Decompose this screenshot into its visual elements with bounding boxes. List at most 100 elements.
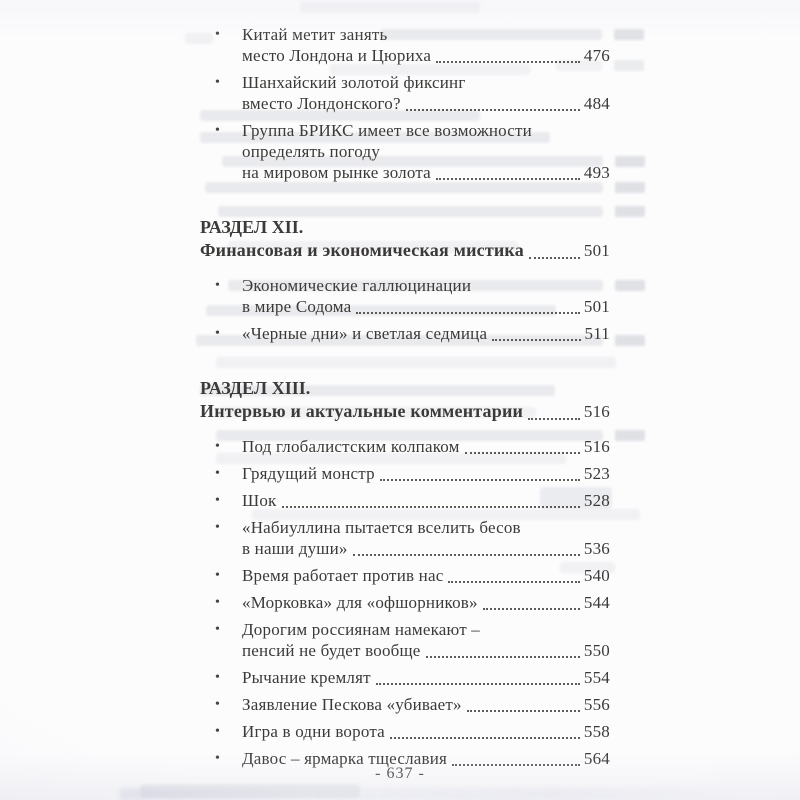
section-title: Интервью и актуальные комментарии: [200, 401, 524, 421]
page-number: 516: [583, 437, 610, 456]
entry-title: место Лондона и Цюриха: [242, 46, 432, 65]
entry-title-line: Китай метит занять: [242, 25, 388, 44]
dot-leader: [281, 506, 580, 508]
bullet-icon: •: [215, 278, 220, 293]
bullet-icon: •: [215, 466, 220, 481]
toc-entry: • Давос – ярмарка тщеславия 564: [200, 748, 610, 769]
entry-title: Игра в одни ворота: [242, 722, 385, 741]
bullet-icon: •: [215, 595, 220, 610]
dot-leader: [352, 554, 580, 556]
entry-lines: «Набиуллина пытается вселить бесов в наши…: [242, 517, 610, 559]
page-number: 528: [583, 491, 610, 510]
dot-leader: [448, 581, 580, 583]
bullet-icon: •: [215, 493, 220, 508]
page-number: 550: [583, 641, 610, 660]
section-title-row: Интервью и актуальные комментарии 516: [200, 400, 610, 423]
bullet-icon: •: [215, 326, 220, 341]
entry-title-line: «Набиуллина пытается вселить бесов: [242, 518, 521, 537]
toc-entry: • Время работает против нас 540: [200, 565, 610, 586]
entry-title: «Морковка» для «офшорников»: [242, 593, 478, 612]
entry-last-line: Время работает против нас 540: [242, 565, 610, 586]
page-number: 556: [583, 695, 610, 714]
bullet-icon: •: [215, 520, 220, 535]
entry-last-line: пенсий не будет вообще 550: [242, 640, 610, 661]
dot-leader: [528, 418, 580, 420]
entry-last-line: Под глобалистским колпаком 516: [242, 436, 610, 457]
toc-entry: • «Набиуллина пытается вселить бесов в наш…: [200, 517, 610, 559]
toc-entry: • Игра в одни ворота 558: [200, 721, 610, 742]
entry-last-line: Игра в одни ворота 558: [242, 721, 610, 742]
page-number: 523: [583, 464, 610, 483]
entry-title: Заявление Пескова «убивает»: [242, 695, 462, 714]
dot-leader: [464, 452, 580, 454]
page-number: 544: [583, 593, 610, 612]
entry-last-line: место Лондона и Цюриха 476: [242, 45, 610, 66]
entry-last-line: «Морковка» для «офшорников» 544: [242, 592, 610, 613]
toc-entry: • Китай метит занять место Лондона и Цюрих…: [200, 24, 610, 66]
entry-title-line: Шанхайский золотой фиксинг: [242, 73, 466, 92]
bullet-icon: •: [215, 568, 220, 583]
page-edge-smudge: [140, 784, 360, 798]
toc-entry: • Шок 528: [200, 490, 610, 511]
toc-entry: • Заявление Пескова «убивает» 556: [200, 694, 610, 715]
page-number: 554: [583, 668, 610, 687]
section-kicker: РАЗДЕЛ XII.: [200, 217, 304, 237]
page-number: 540: [583, 566, 610, 585]
entry-lines: Грядущий монстр 523: [242, 463, 610, 484]
entry-title: «Черные дни» и светлая седмица: [242, 324, 488, 343]
entry-title: на мировом рынке золота: [242, 163, 431, 182]
toc-entry: • Экономические галлюцинации в мире Содома…: [200, 275, 610, 317]
toc-entry: • «Черные дни» и светлая седмица 511: [200, 323, 610, 344]
page-number: 511: [584, 324, 610, 343]
entry-title: Рычание кремлят: [242, 668, 371, 687]
entry-title: Грядущий монстр: [242, 464, 375, 483]
entry-title: в наши души»: [242, 539, 348, 558]
toc-entry: • Дорогим россиянам намекают – пенсий не б…: [200, 619, 610, 661]
entry-title: Время работает против нас: [242, 566, 444, 585]
dot-leader: [405, 109, 580, 111]
entry-last-line: на мировом рынке золота 493: [242, 162, 610, 183]
toc-entry: • Шанхайский золотой фиксинг вместо Лондон…: [200, 72, 610, 114]
entry-lines: Шанхайский золотой фиксинг вместо Лондонс…: [242, 72, 610, 114]
bullet-icon: •: [215, 123, 220, 138]
entry-title-line: Группа БРИКС имеет все возможности: [242, 121, 532, 140]
entry-lines: Давос – ярмарка тщеславия 564: [242, 748, 610, 769]
entry-lines: Заявление Пескова «убивает» 556: [242, 694, 610, 715]
bullet-icon: •: [215, 697, 220, 712]
entry-lines: Под глобалистским колпаком 516: [242, 436, 610, 457]
toc-entry: • Грядущий монстр 523: [200, 463, 610, 484]
bullet-icon: •: [215, 670, 220, 685]
section-entries: • Под глобалистским колпаком 516 • Грядущий …: [200, 436, 610, 769]
entry-last-line: Грядущий монстр 523: [242, 463, 610, 484]
dot-leader: [528, 257, 580, 259]
bullet-icon: •: [215, 27, 220, 42]
entry-title: пенсий не будет вообще: [242, 641, 421, 660]
entry-lines: Время работает против нас 540: [242, 565, 610, 586]
bullet-icon: •: [215, 622, 220, 637]
bullet-icon: •: [215, 724, 220, 739]
entry-last-line: Рычание кремлят 554: [242, 667, 610, 688]
page-number: 501: [583, 241, 610, 260]
section-entries: • Экономические галлюцинации в мире Содома…: [200, 275, 610, 344]
dot-leader: [436, 61, 580, 63]
entry-lines: Экономические галлюцинации в мире Содома 5…: [242, 275, 610, 317]
dot-leader: [389, 737, 580, 739]
entry-title: в мире Содома: [242, 297, 352, 316]
entry-lines: Шок 528: [242, 490, 610, 511]
page-number: 536: [583, 539, 610, 558]
entry-title-line: Экономические галлюцинации: [242, 276, 472, 295]
page-number: 501: [583, 297, 610, 316]
dot-leader: [425, 656, 580, 658]
dot-leader: [356, 312, 580, 314]
entry-title-line: Дорогим россиянам намекают –: [242, 620, 481, 639]
section-title-row: Финансовая и экономическая мистика 501: [200, 239, 610, 262]
entry-lines: «Морковка» для «офшорников» 544: [242, 592, 610, 613]
entry-last-line: Шок 528: [242, 490, 610, 511]
toc-content: • Китай метит занять место Лондона и Цюрих…: [200, 24, 610, 775]
toc-entry: • Группа БРИКС имеет все возможности опред…: [200, 120, 610, 183]
entry-last-line: в мире Содома 501: [242, 296, 610, 317]
page-number: 516: [583, 402, 610, 421]
toc-entry: • Рычание кремлят 554: [200, 667, 610, 688]
entry-lines: Группа БРИКС имеет все возможности опреде…: [242, 120, 610, 183]
toc-sections: РАЗДЕЛ XII. Финансовая и экономическая ми…: [200, 216, 610, 769]
